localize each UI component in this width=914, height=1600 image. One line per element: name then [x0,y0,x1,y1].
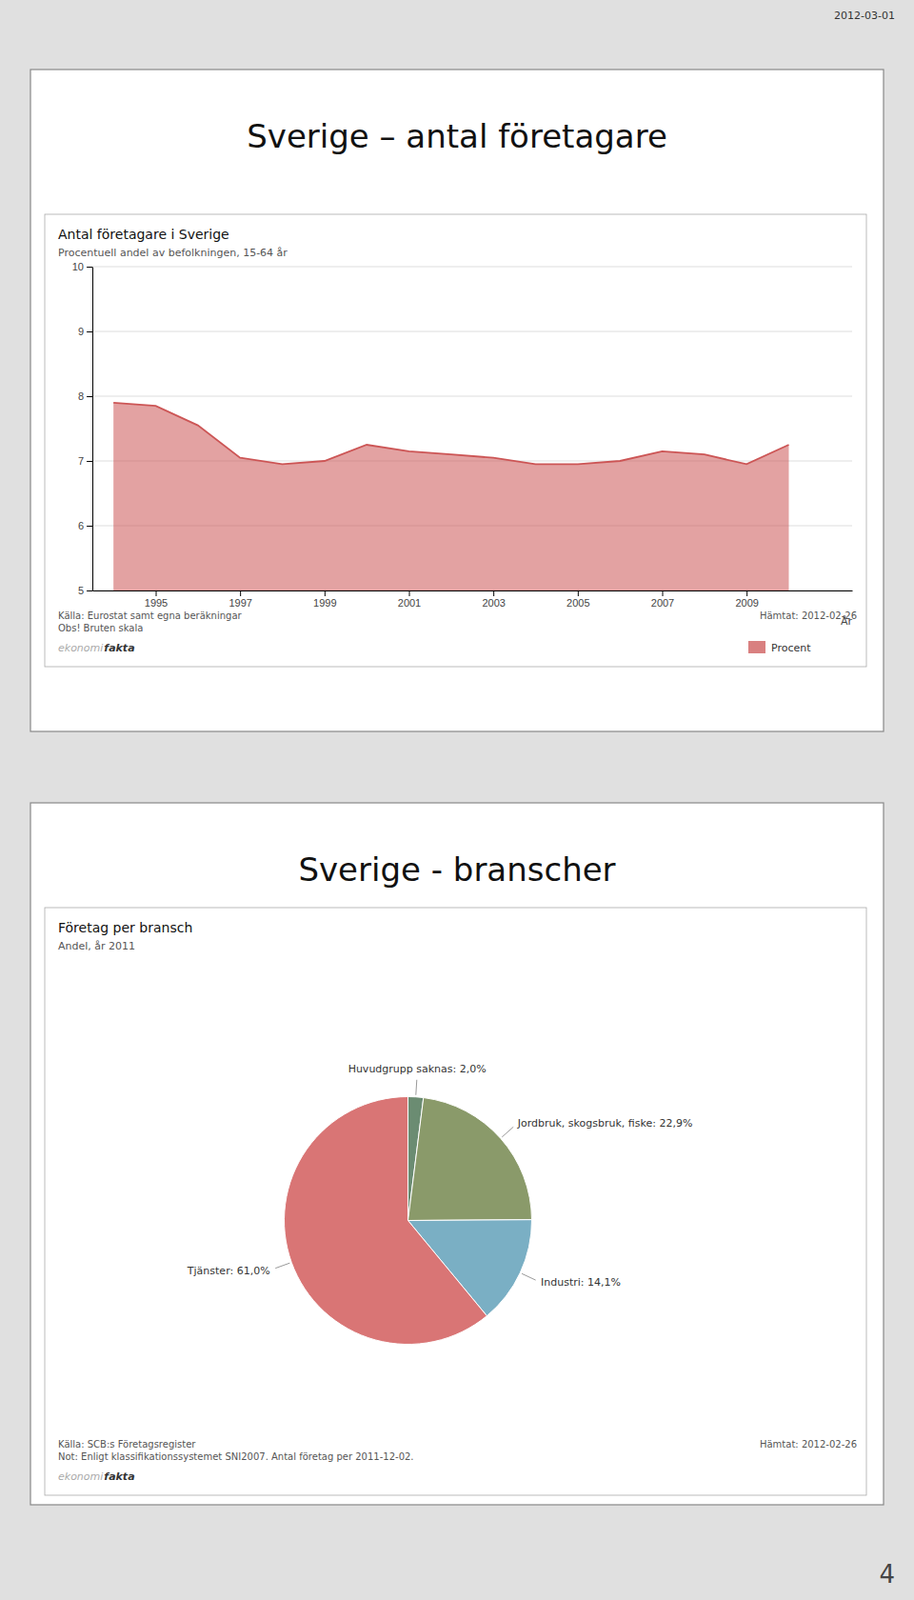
logo: fakta [103,641,135,655]
tick: 1999 [313,590,337,609]
tick: 1995 [144,590,168,609]
tick: 6 [78,519,93,532]
data-label: Industri: 14,1% [540,1275,621,1289]
slide: Sverige – antal företagare Antal företaga… [30,69,884,732]
chart-box [44,214,867,667]
source: Källa: Eurostat samt egna beräkningarObs… [58,610,243,634]
page: 2012-03-01 4 Sverige – antal företagare Ant… [0,0,914,1600]
logo: fakta [103,1470,135,1483]
x-axis: 1995 1997 1999 2001 2003 2005 2007 2009 [93,590,854,609]
page-number: 4 [878,1559,895,1589]
tick-label: 2009 [735,596,758,609]
tick-mark [324,590,326,597]
y-axis: 5 6 7 8 9 10 [72,260,94,597]
leader-line [521,1272,536,1280]
chart-subtitle: Procentuell andel av befolkningen, 15-64… [58,246,288,259]
tick: 9 [78,325,93,338]
page-background [0,0,914,1600]
pie-slice [284,1096,488,1345]
tick: 7 [78,455,93,467]
tick-mark [746,590,748,597]
tick-label: 7 [78,455,84,467]
source-line: Obs! Bruten skala [58,622,143,634]
pie [284,1096,533,1345]
leader-line [275,1262,290,1268]
tick: 2001 [397,590,421,609]
tick-mark [662,590,664,597]
tick-mark [86,331,93,333]
data-label: Jordbruk, skogsbruk, fiske: 22,9% [516,1116,694,1130]
tick-label: 10 [72,260,84,273]
tick-mark [86,266,93,268]
source-line: Not: Enligt klassifikationssystemet SNI2… [58,1450,415,1462]
slide: Sverige - branscher Företag per bransch An… [30,802,884,1505]
source-line: Källa: SCB:s Företagsregister [58,1438,197,1450]
area [113,402,789,591]
pie-slice [408,1097,533,1221]
tick-label: 6 [78,519,84,532]
tick-mark [577,590,579,597]
tick: 10 [72,260,93,273]
tick-mark [86,460,93,462]
source-line: Källa: Eurostat samt egna beräkningar [58,610,243,621]
tick-mark [86,396,93,398]
retrieved: Hämtat: 2012-02-26 [759,1438,857,1450]
tick-mark [156,590,158,597]
legend-swatch [748,640,766,654]
slide-box [30,69,884,732]
tick: 1997 [228,590,252,609]
tick: 5 [78,584,93,597]
slide-title: Sverige - branscher [298,850,616,889]
logo: ekonomi [58,1470,103,1483]
leader-line [416,1079,418,1095]
grid-line [92,396,853,398]
tick-label: 2007 [651,596,675,609]
tick-label: 1999 [313,596,337,609]
logo: ekonomi [58,641,103,655]
tick-label: 2003 [481,596,505,609]
tick: 8 [78,390,93,402]
tick-label: 9 [78,325,84,338]
grid [92,266,853,591]
data-label: Tjänster: 61,0% [186,1264,271,1277]
tick-mark [86,525,93,527]
tick-mark [86,590,93,592]
line [113,402,789,465]
chart-title: Antal företagare i Sverige [58,226,230,242]
chart-box [44,907,867,1495]
tick: 2007 [651,590,675,609]
legend: Procent [748,640,812,655]
tick-mark [239,590,241,597]
axis-line [93,590,854,592]
slide-title: Sverige – antal företagare [246,117,668,156]
source: Källa: SCB:s FöretagsregisterNot: Enligt… [58,1438,415,1462]
x-axis-label: År [840,615,854,628]
tick-label: 8 [78,390,84,402]
grid-line [92,331,853,333]
tick-mark [493,590,495,597]
tick-label: 2001 [397,596,421,609]
tick-label: 2005 [566,596,590,609]
leader-line [501,1126,514,1137]
tick-label: 5 [78,584,84,597]
page-date: 2012-03-01 [834,9,895,22]
tick: 2005 [566,590,590,609]
grid-line [92,266,853,268]
pie-labels: Huvudgrupp saknas: 2,0% Jordbruk, skogsbr… [186,1062,694,1290]
plot [113,402,789,591]
slide-box [30,802,884,1505]
tick-label: 1997 [228,596,252,609]
tick: 2009 [735,590,758,609]
tick: 2003 [481,590,505,609]
legend-label: Procent [771,641,812,655]
chart-title: Företag per bransch [58,919,193,935]
tick-label: 1995 [144,596,168,609]
tick-mark [409,590,411,597]
chart-subtitle: Andel, år 2011 [58,939,136,953]
axis-line [92,267,94,592]
data-label: Huvudgrupp saknas: 2,0% [348,1062,487,1075]
